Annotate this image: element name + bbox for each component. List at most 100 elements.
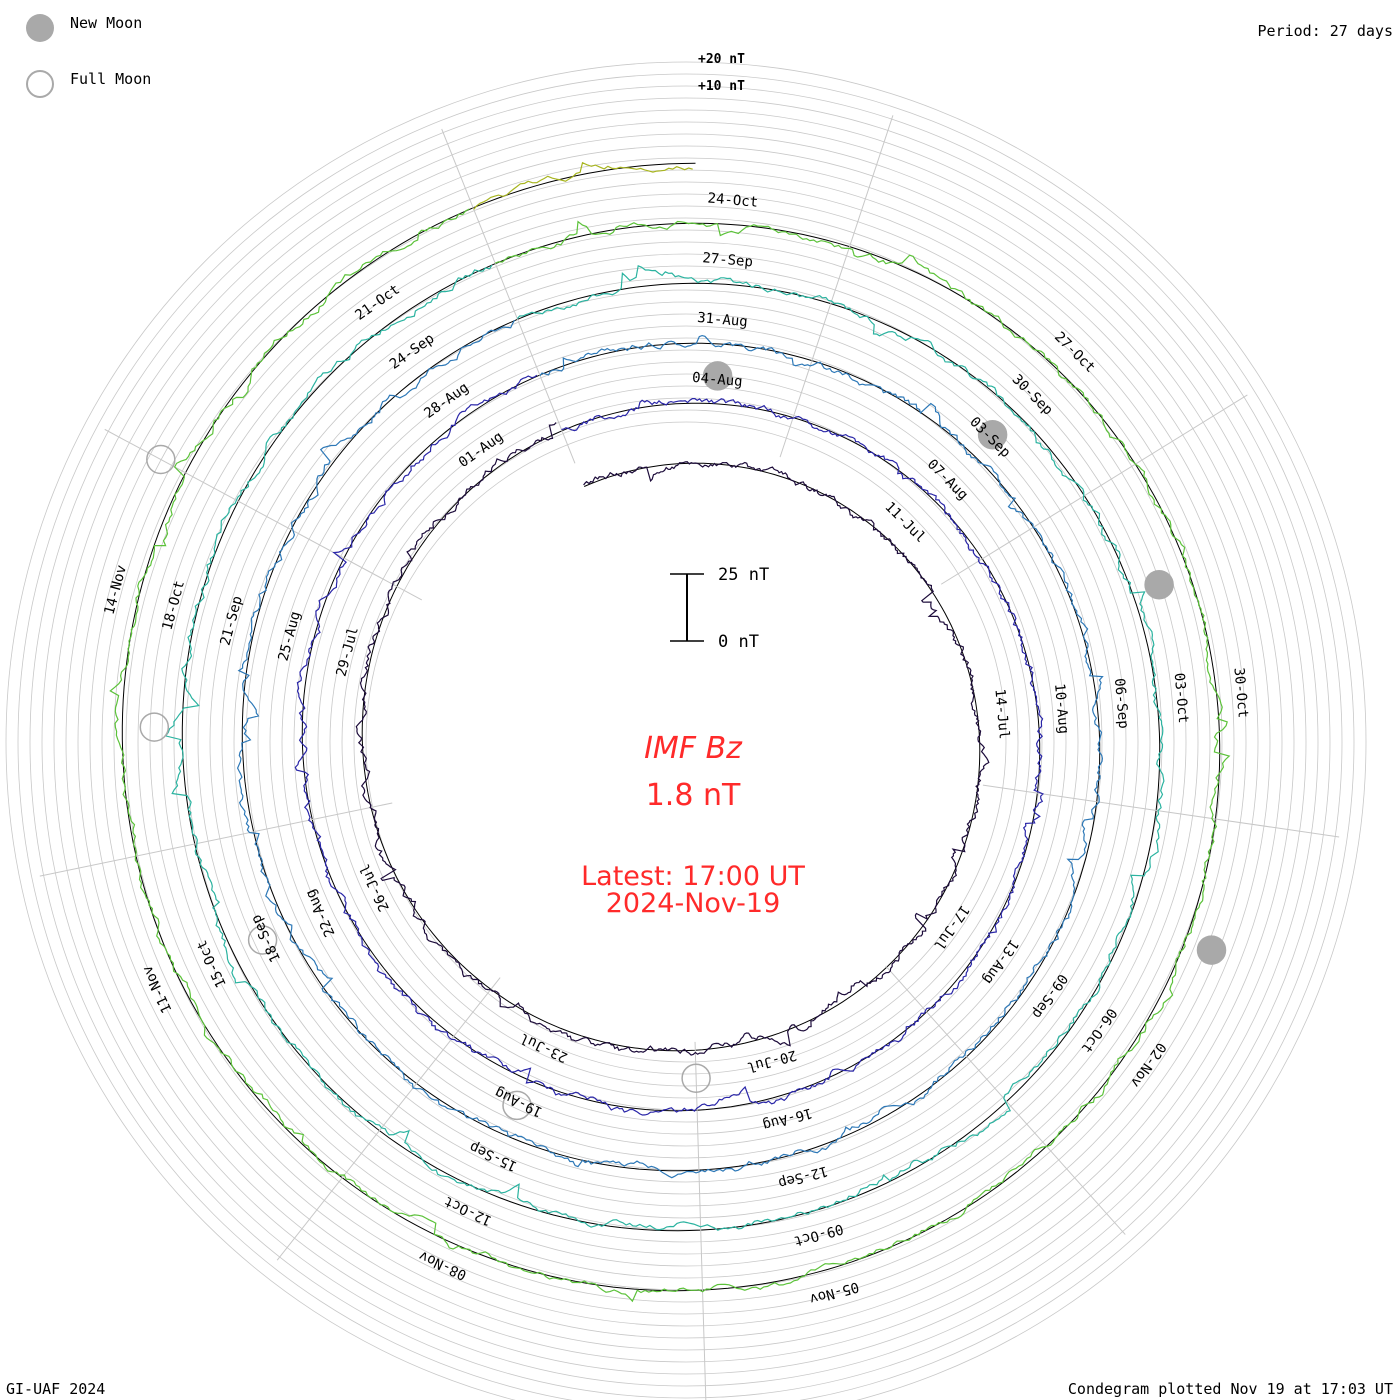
date-label: 10-Aug: [1051, 683, 1071, 735]
date-label: 20-Jul: [745, 1046, 798, 1075]
full-moon-marker: [502, 1090, 532, 1121]
grid-circle: [149, 205, 1223, 1279]
date-label: 06-Oct: [1078, 1005, 1120, 1056]
radial-spoke: [276, 977, 501, 1261]
date-label: 01-Aug: [456, 429, 507, 471]
radial-spoke: [982, 784, 1340, 838]
legend-full-moon: Full Moon: [26, 70, 151, 98]
date-label: 09-Oct: [792, 1220, 845, 1249]
grid-circle: [305, 361, 1067, 1123]
grid-circle: [65, 121, 1307, 1363]
bz-series-revolution-3: [236, 319, 1104, 1179]
grid-circle: [257, 313, 1115, 1171]
date-label: 12-Sep: [776, 1162, 829, 1191]
grid-circle: [209, 265, 1163, 1219]
grid-circle: [269, 325, 1103, 1159]
new-moon-icon: [26, 14, 54, 42]
date-label: 07-Aug: [924, 456, 971, 503]
date-label: 04-Aug: [691, 370, 743, 390]
date-label: 28-Aug: [421, 380, 472, 422]
grid-circle: [17, 73, 1355, 1400]
chart-title-text: IMF Bz: [644, 731, 743, 766]
latest-time: Latest: 17:00 UT: [581, 861, 805, 892]
period-label: Period: 27 days: [1257, 22, 1393, 40]
series-layer: [109, 161, 1231, 1303]
radial-spoke: [441, 128, 576, 464]
ref-level-label-10: +10 nT: [698, 79, 745, 94]
grid-layer: [5, 61, 1367, 1400]
zero-line-spiral: [121, 162, 1221, 1292]
grid-circle: [113, 169, 1259, 1315]
grid-circle: [137, 193, 1235, 1291]
radial-spoke: [694, 1041, 707, 1400]
date-label: 03-Oct: [1171, 672, 1191, 724]
radial-spoke: [885, 965, 1126, 1235]
legend-new-moon: New Moon: [26, 14, 142, 42]
date-label: 13-Aug: [979, 936, 1021, 987]
bz-series-revolution-2: [294, 374, 1045, 1116]
grid-circle: [173, 229, 1199, 1255]
legend-new-moon-label: New Moon: [70, 14, 143, 32]
full-moon-icon: [26, 70, 54, 98]
grid-circle: [29, 85, 1343, 1399]
grid-circle: [365, 421, 1007, 1063]
plotted-label: Condegram plotted Nov 19 at 17:03 UT: [1067, 1380, 1393, 1398]
bz-series-revolution-1: [355, 422, 990, 1056]
date-label: 14-Jul: [991, 688, 1011, 740]
new-moon-marker: [1144, 569, 1174, 600]
radial-spoke: [39, 802, 393, 877]
grid-circle: [77, 133, 1295, 1351]
date-label: 18-Oct: [160, 579, 188, 632]
full-moon-marker: [139, 712, 170, 742]
date-label: 30-Sep: [1009, 372, 1056, 419]
legend-full-moon-label: Full Moon: [70, 70, 152, 88]
full-moon-marker: [146, 444, 176, 475]
date-label: 21-Oct: [352, 282, 403, 324]
grid-circle: [353, 409, 1019, 1075]
grid-circle: [41, 97, 1331, 1387]
bz-series-revolution-6: [473, 161, 693, 210]
date-label: 02-Nov: [1127, 1039, 1169, 1090]
grid-circle: [197, 253, 1175, 1231]
date-label: 27-Sep: [702, 250, 754, 270]
date-label: 09-Sep: [1028, 971, 1070, 1022]
chart-title: IMF Bz: [644, 731, 743, 766]
grid-circle: [161, 217, 1211, 1267]
grid-circle: [53, 109, 1319, 1375]
scale-bar: 25 nT 0 nT: [670, 565, 769, 652]
date-label: 24-Oct: [707, 190, 759, 210]
grid-circle: [329, 385, 1043, 1099]
grid-circle: [341, 397, 1031, 1087]
grid-circle: [293, 349, 1079, 1135]
date-label: 30-Oct: [1230, 667, 1250, 719]
scale-bar-bottom-label: 0 nT: [718, 632, 759, 652]
grid-circle: [281, 337, 1091, 1147]
bz-series-revolution-5: [109, 208, 1231, 1303]
radial-spoke: [940, 394, 1248, 585]
grid-circle: [89, 145, 1283, 1339]
ref-level-label-20: +20 nT: [698, 52, 745, 67]
bz-series-revolution-4: [164, 264, 1165, 1231]
latest-date: 2024-Nov-19: [606, 888, 781, 919]
date-label: 14-Nov: [102, 563, 130, 616]
full-moon-marker: [681, 1063, 711, 1093]
radial-spoke: [104, 428, 423, 601]
date-label: 21-Sep: [218, 594, 246, 647]
date-label: 24-Sep: [387, 331, 438, 373]
credit-label: GI-UAF 2024: [6, 1380, 106, 1398]
date-label: 06-Sep: [1111, 678, 1131, 730]
moon-markers: [139, 361, 1227, 1121]
grid-circle: [101, 157, 1271, 1327]
grid-circle: [185, 241, 1187, 1243]
date-label: 25-Aug: [276, 610, 304, 663]
radial-spoke: [779, 115, 894, 458]
grid-circle: [5, 61, 1367, 1400]
scale-bar-top-label: 25 nT: [718, 565, 769, 585]
full-moon-marker: [247, 925, 278, 955]
date-label: 31-Aug: [697, 310, 749, 330]
date-label: 05-Nov: [808, 1278, 861, 1307]
grid-circle: [125, 181, 1247, 1303]
date-label: 29-Jul: [334, 625, 362, 678]
new-moon-marker: [1196, 935, 1227, 965]
